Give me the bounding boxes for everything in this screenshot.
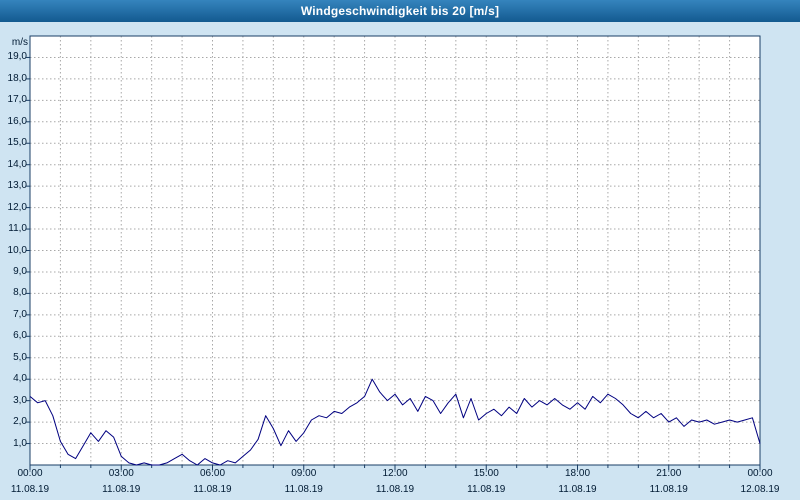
y-tick-label: 8,0	[13, 287, 27, 299]
y-tick-label: 4,0	[13, 373, 27, 385]
x-date-label: 11.08.19	[102, 484, 141, 495]
y-tick-label: 1,0	[13, 437, 27, 449]
y-tick-label: 2,0	[13, 416, 27, 428]
x-date-label: 11.08.19	[193, 484, 232, 495]
x-date-label: 12.08.19	[740, 484, 780, 495]
y-tick-label: 14,0	[7, 158, 27, 170]
y-tick-label: 7,0	[13, 308, 27, 320]
x-date-label: 11.08.19	[558, 484, 597, 495]
y-tick-label: 15,0	[7, 137, 27, 149]
y-axis-unit-label: m/s	[11, 37, 28, 48]
y-tick-label: 6,0	[13, 330, 27, 342]
x-date-label: 11.08.19	[284, 484, 323, 495]
x-time-label: 09:00	[291, 468, 317, 479]
y-tick-label: 3,0	[13, 394, 27, 406]
x-time-label: 12:00	[382, 468, 408, 479]
y-tick-label: 13,0	[7, 180, 27, 192]
y-tick-label: 5,0	[13, 351, 27, 363]
x-time-label: 21:00	[656, 468, 682, 479]
x-time-label: 00:00	[747, 468, 773, 479]
x-date-label: 11.08.19	[467, 484, 506, 495]
x-time-label: 03:00	[108, 468, 134, 479]
window-title-bar: Windgeschwindigkeit bis 20 [m/s]	[0, 0, 800, 22]
chart-title: Windgeschwindigkeit bis 20 [m/s]	[300, 4, 500, 18]
y-tick-label: 18,0	[7, 72, 27, 84]
x-time-label: 00:00	[17, 468, 43, 479]
y-tick-label: 16,0	[7, 115, 27, 127]
x-time-label: 18:00	[564, 468, 591, 479]
x-time-label: 15:00	[473, 468, 499, 479]
y-tick-label: 19,0	[7, 51, 27, 63]
y-tick-label: 10,0	[7, 244, 27, 256]
y-tick-label: 9,0	[13, 265, 27, 277]
y-tick-label: 12,0	[7, 201, 27, 213]
x-date-label: 11.08.19	[10, 484, 50, 495]
y-tick-label: 11,0	[8, 223, 27, 235]
wind-speed-series-line	[29, 378, 761, 466]
x-date-label: 11.08.19	[649, 484, 688, 495]
y-tick-label: 17,0	[7, 94, 27, 106]
x-date-label: 11.08.19	[375, 484, 415, 495]
x-time-label: 06:00	[199, 468, 226, 479]
